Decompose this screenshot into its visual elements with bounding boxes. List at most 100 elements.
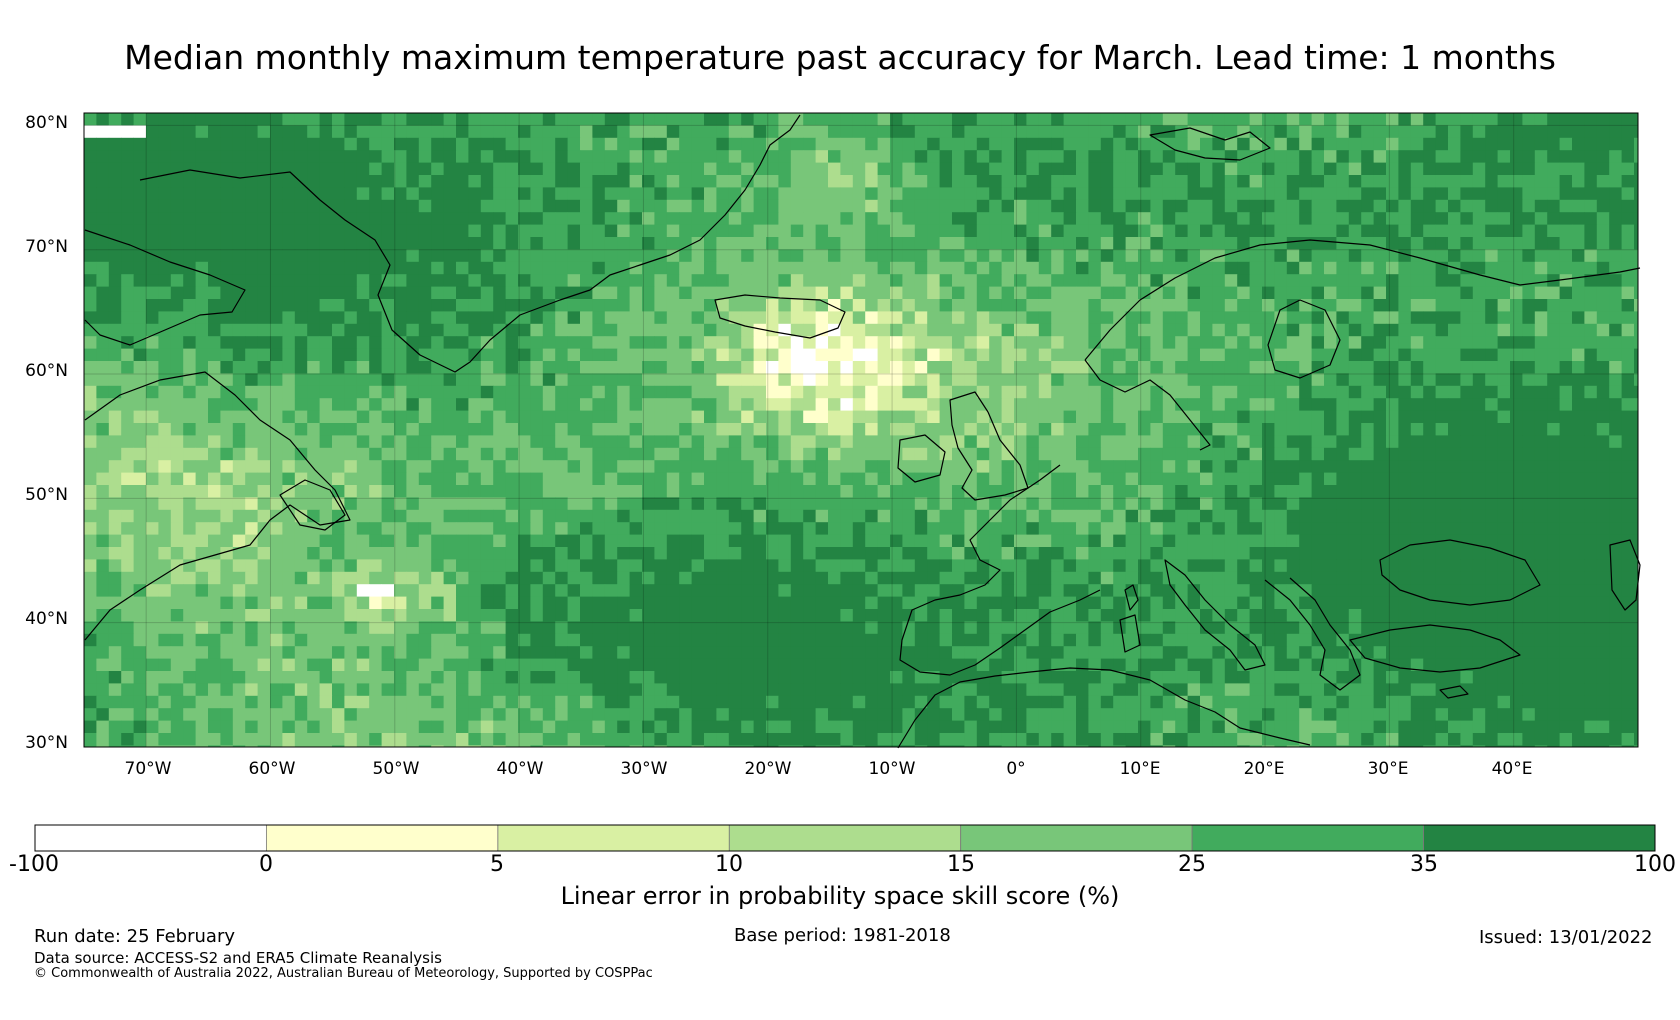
skill-cell: [1150, 447, 1164, 461]
skill-cell: [555, 559, 568, 573]
skill-cell: [1423, 485, 1436, 498]
skill-cell: [1472, 249, 1486, 263]
skill-cell: [1361, 261, 1374, 275]
skill-cell: [220, 224, 234, 238]
skill-cell: [642, 286, 655, 300]
skill-cell: [766, 547, 779, 560]
skill-cell: [1311, 361, 1325, 374]
skill-cell: [1460, 423, 1474, 436]
skill-cell: [332, 199, 345, 213]
skill-cell: [369, 373, 382, 387]
skill-cell: [1410, 261, 1424, 275]
skill-cell: [96, 137, 110, 151]
skill-cell: [592, 460, 606, 473]
skill-cell: [592, 596, 606, 610]
skill-cell: [518, 361, 531, 374]
skill-cell: [1125, 299, 1139, 312]
skill-cell: [617, 559, 630, 573]
skill-cell: [1100, 559, 1114, 573]
skill-cell: [1522, 125, 1536, 139]
skill-cell: [369, 187, 382, 201]
skill-cell: [1435, 187, 1449, 201]
skill-cell: [518, 249, 531, 263]
skill-cell: [394, 435, 407, 449]
skill-cell: [319, 137, 333, 151]
skill-cell: [716, 410, 730, 424]
skill-cell: [1063, 361, 1077, 374]
skill-cell: [1113, 423, 1126, 436]
skill-cell: [1299, 137, 1312, 151]
skill-cell: [753, 361, 767, 374]
skill-cell: [654, 162, 668, 176]
skill-cell: [1472, 559, 1486, 573]
skill-cell: [580, 150, 593, 163]
skill-cell: [1274, 509, 1288, 523]
skill-cell: [108, 398, 122, 411]
skill-cell: [121, 224, 134, 238]
skill-cell: [170, 187, 184, 201]
skill-cell: [406, 237, 420, 250]
skill-cell: [964, 373, 978, 387]
skill-cell: [381, 175, 395, 188]
skill-cell: [914, 311, 928, 325]
skill-cell: [790, 199, 804, 213]
skill-cell: [716, 336, 730, 349]
skill-cell: [902, 361, 916, 374]
skill-cell: [369, 423, 382, 436]
skill-cell: [1634, 447, 1638, 461]
skill-cell: [406, 336, 420, 349]
skill-cell: [828, 348, 841, 362]
skill-cell: [1361, 497, 1374, 511]
skill-cell: [790, 584, 804, 597]
skill-cell: [220, 485, 234, 498]
skill-cell: [691, 361, 705, 374]
skill-cell: [1373, 423, 1387, 436]
skill-cell: [1510, 423, 1523, 436]
skill-cell: [282, 534, 296, 548]
skill-cell: [468, 175, 482, 188]
skill-cell: [307, 571, 320, 585]
skill-cell: [1448, 237, 1461, 250]
skill-cell: [629, 423, 643, 436]
skill-cell: [1100, 199, 1114, 213]
skill-cell: [307, 311, 320, 325]
skill-cell: [158, 274, 172, 287]
skill-cell: [170, 584, 184, 597]
skill-cell: [741, 485, 754, 498]
skill-cell: [1398, 348, 1412, 362]
skill-cell: [1435, 497, 1449, 511]
skill-cell: [580, 323, 593, 337]
skill-cell: [121, 547, 134, 560]
skill-cell: [518, 224, 531, 238]
skill-cell: [840, 584, 854, 597]
skill-cell: [1485, 361, 1498, 374]
skill-cell: [1460, 485, 1474, 498]
skill-cell: [1534, 472, 1548, 486]
skill-cell: [815, 460, 829, 473]
skill-cell: [1386, 435, 1399, 449]
skill-cell: [480, 385, 494, 399]
skill-cell: [332, 175, 345, 188]
skill-cell: [1125, 261, 1139, 275]
skill-cell: [902, 187, 916, 201]
skill-cell: [1001, 485, 1015, 498]
skill-cell: [170, 534, 184, 548]
skill-cell: [1621, 460, 1635, 473]
skill-cell: [257, 410, 271, 424]
skill-cell: [208, 187, 221, 201]
skill-cell: [1038, 212, 1052, 225]
skill-cell: [741, 497, 754, 511]
skill-cell: [1001, 410, 1015, 424]
skill-cell: [307, 249, 320, 263]
skill-cell: [964, 249, 978, 263]
skill-cell: [1348, 398, 1362, 411]
skill-cell: [158, 212, 172, 225]
skill-cell: [1076, 299, 1089, 312]
skill-cell: [666, 348, 680, 362]
skill-cell: [1200, 286, 1213, 300]
skill-cell: [1100, 584, 1114, 597]
skill-cell: [1076, 175, 1089, 188]
skill-cell: [1472, 299, 1486, 312]
skill-cell: [1162, 137, 1176, 151]
skill-cell: [1026, 150, 1040, 163]
